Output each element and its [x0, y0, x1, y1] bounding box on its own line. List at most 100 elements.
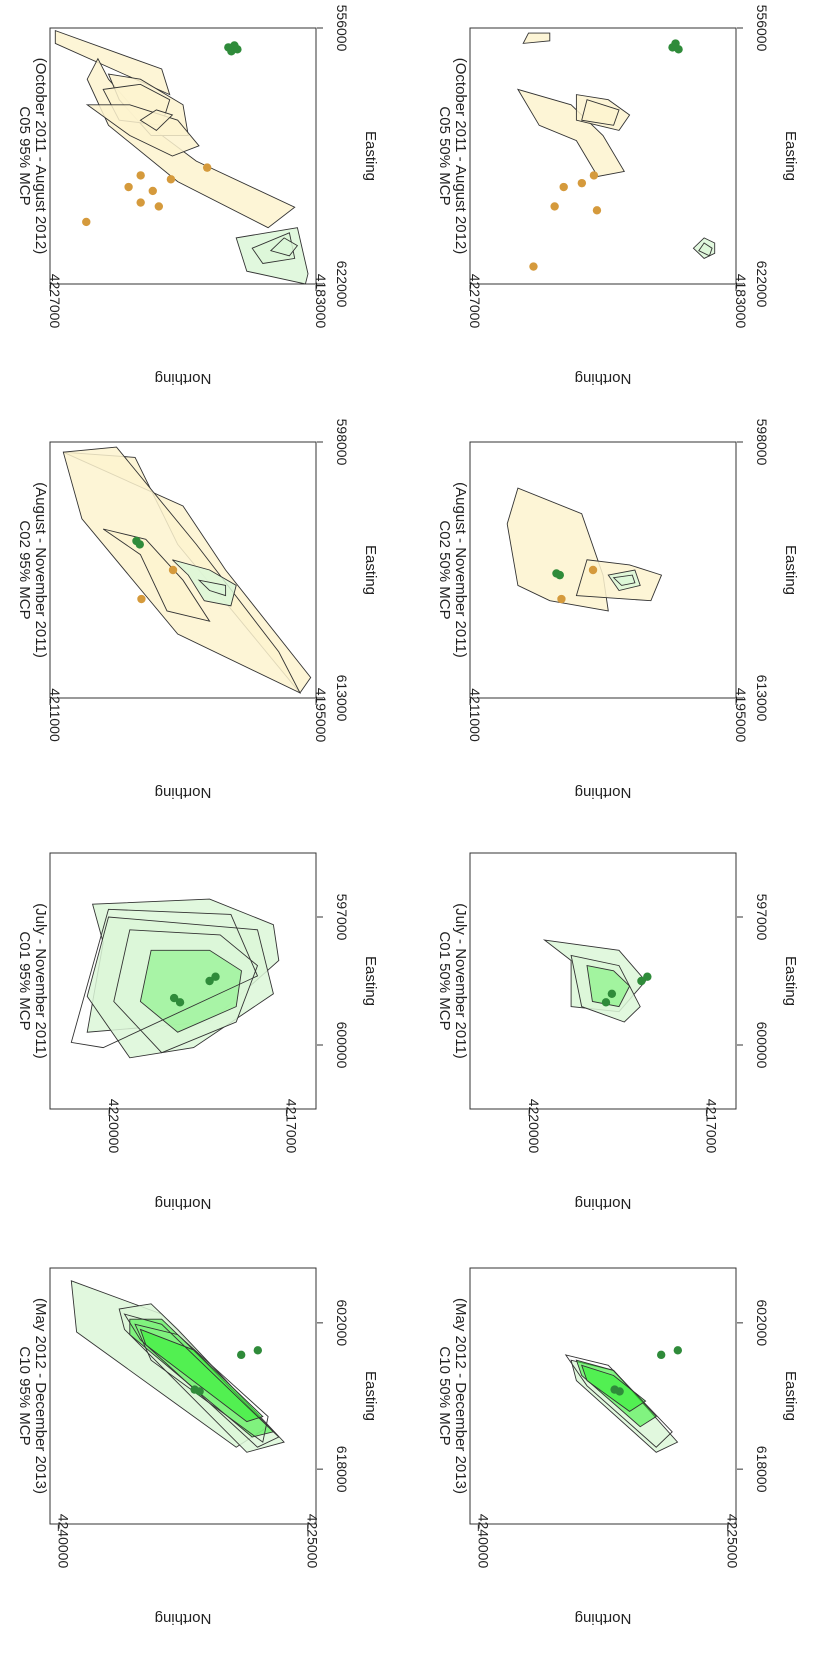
- location-point: [656, 1350, 666, 1360]
- easting-tick-label: 600000: [754, 1022, 770, 1069]
- location-point: [601, 998, 611, 1007]
- northing-tick-label: 4225000: [305, 1514, 321, 1569]
- easting-axis-label: Easting: [362, 131, 379, 181]
- panel-title: C02 95% MCP: [16, 520, 33, 619]
- easting-tick-label: 618000: [334, 1446, 350, 1493]
- mcp-polygon: [70, 908, 259, 1049]
- northing-axis-label: Northing: [155, 1610, 212, 1627]
- panel-C01-50: 597000 600000 4217000 4220000 Easting Northin…: [436, 852, 799, 1212]
- mcp-polygon: [612, 574, 636, 586]
- location-point: [557, 594, 566, 604]
- location-point: [137, 594, 146, 604]
- easting-tick-label: 556000: [754, 5, 770, 52]
- easting-tick-label: 556000: [334, 5, 350, 52]
- location-point: [136, 171, 145, 180]
- location-point: [135, 540, 144, 549]
- easting-axis-label: Easting: [362, 545, 379, 595]
- easting-axis-label: Easting: [362, 1371, 379, 1421]
- panel-title: C01 50% MCP: [436, 931, 453, 1030]
- northing-tick-label: 4183000: [733, 274, 749, 329]
- northing-axis-label: Northing: [155, 370, 212, 387]
- mcp-polygon: [564, 1354, 673, 1448]
- location-point: [607, 989, 617, 998]
- easting-tick-label: 597000: [334, 894, 350, 941]
- location-point: [529, 262, 538, 271]
- mcp-polygon: [62, 446, 302, 694]
- northing-tick-label: 4227000: [467, 274, 483, 329]
- mcp-polygon: [197, 579, 227, 597]
- location-point: [236, 1350, 246, 1360]
- mcp-polygon: [123, 1313, 280, 1448]
- panel-title: C10 95% MCP: [16, 1346, 33, 1445]
- panel-title: C05 50% MCP: [436, 106, 453, 205]
- panel-subtitle: (October 2011 - August 2012): [452, 58, 469, 255]
- panel-title: C01 95% MCP: [16, 931, 33, 1030]
- northing-tick-label: 4183000: [313, 274, 329, 329]
- panel-subtitle: (October 2011 - August 2012): [32, 58, 49, 255]
- panel-subtitle: (August - November 2011): [452, 482, 469, 658]
- northing-tick-label: 4217000: [283, 1099, 299, 1154]
- location-point: [637, 976, 646, 986]
- northing-tick-label: 4195000: [733, 688, 749, 743]
- easting-tick-label: 600000: [334, 1022, 350, 1069]
- northing-axis-label: Northing: [575, 784, 632, 801]
- easting-tick-label: 602000: [754, 1299, 770, 1346]
- location-point: [154, 202, 164, 211]
- location-point: [136, 198, 145, 207]
- location-point: [166, 175, 176, 184]
- easting-axis-label: Easting: [782, 545, 799, 595]
- location-point: [673, 1346, 683, 1355]
- mcp-polygon: [113, 929, 259, 1054]
- panel-C01-95: 597000 600000 4217000 4220000 Easting Northin…: [16, 852, 379, 1212]
- location-point: [190, 1385, 199, 1394]
- northing-tick-label: 4195000: [313, 688, 329, 743]
- location-point: [168, 565, 178, 575]
- location-point: [610, 1385, 619, 1394]
- easting-tick-label: 622000: [754, 261, 770, 308]
- northing-tick-label: 4211000: [47, 688, 63, 742]
- easting-tick-label: 598000: [754, 419, 770, 466]
- easting-axis-label: Easting: [782, 131, 799, 181]
- location-point: [82, 217, 91, 227]
- location-point: [175, 998, 185, 1007]
- location-point: [253, 1346, 263, 1355]
- northing-tick-label: 4225000: [725, 1514, 741, 1569]
- easting-tick-label: 618000: [754, 1446, 770, 1493]
- easting-tick-label: 602000: [334, 1299, 350, 1346]
- mcp-polygon: [698, 242, 713, 257]
- easting-tick-label: 597000: [754, 894, 770, 941]
- northing-axis-label: Northing: [575, 1195, 632, 1212]
- northing-axis-label: Northing: [575, 370, 632, 387]
- mcp-polygon: [522, 32, 551, 44]
- location-point: [555, 570, 564, 580]
- panel-subtitle: (July - November 2011): [32, 903, 49, 1059]
- panel-subtitle: (July - November 2011): [452, 903, 469, 1059]
- location-point: [148, 186, 157, 196]
- panel-subtitle: (May 2012 - December 2013): [32, 1298, 49, 1494]
- northing-axis-label: Northing: [575, 1610, 632, 1627]
- easting-tick-label: 613000: [334, 675, 350, 722]
- northing-tick-label: 4227000: [47, 274, 63, 329]
- easting-axis-label: Easting: [782, 1371, 799, 1421]
- location-point: [674, 45, 683, 54]
- easting-axis-label: Easting: [782, 956, 799, 1006]
- panel-subtitle: (August - November 2011): [32, 482, 49, 658]
- easting-tick-label: 613000: [754, 675, 770, 722]
- panel-C10-50: 602000 618000 4225000 4240000 Easting Northin…: [436, 1267, 799, 1627]
- location-point: [205, 976, 214, 986]
- location-point: [589, 171, 599, 180]
- northing-tick-label: 4217000: [703, 1099, 719, 1154]
- panel-C02-95: 598000 613000 4195000 4211000 Easting Northin…: [16, 419, 379, 801]
- panel-title: C05 95% MCP: [16, 106, 33, 205]
- panel-C05-50: 556000 622000 4183000 4227000 Easting Northin…: [436, 5, 799, 387]
- easting-tick-label: 622000: [334, 261, 350, 308]
- northing-axis-label: Northing: [155, 1195, 212, 1212]
- location-point: [169, 993, 179, 1003]
- location-point: [550, 202, 559, 211]
- northing-axis-label: Northing: [155, 784, 212, 801]
- easting-tick-label: 598000: [334, 419, 350, 466]
- location-point: [577, 178, 587, 188]
- mcp-polygon: [139, 109, 174, 131]
- panel-title: C10 50% MCP: [436, 1346, 453, 1445]
